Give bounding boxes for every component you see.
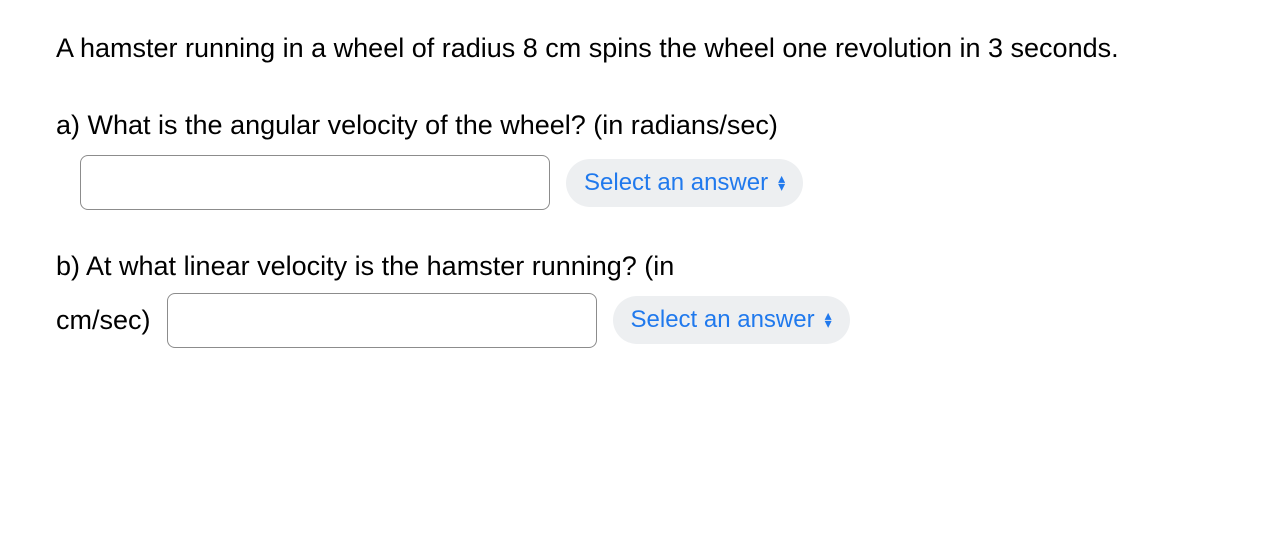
- problem-intro: A hamster running in a wheel of radius 8…: [56, 28, 1218, 69]
- question-b: b) At what linear velocity is the hamste…: [56, 246, 1218, 348]
- answer-input-b[interactable]: [167, 293, 597, 348]
- chevron-updown-icon: ▴ ▾: [778, 175, 785, 190]
- question-b-label: b) At what linear velocity is the hamste…: [56, 246, 1218, 287]
- answer-input-a[interactable]: [80, 155, 550, 210]
- question-b-unit-suffix: cm/sec): [56, 300, 151, 341]
- question-a-label: a) What is the angular velocity of the w…: [56, 105, 1218, 146]
- question-a-input-row: Select an answer ▴ ▾: [56, 155, 1218, 210]
- unit-select-a[interactable]: Select an answer ▴ ▾: [566, 159, 803, 207]
- unit-select-a-label: Select an answer: [584, 165, 768, 201]
- unit-select-b[interactable]: Select an answer ▴ ▾: [613, 296, 850, 344]
- unit-select-b-label: Select an answer: [631, 302, 815, 338]
- question-a: a) What is the angular velocity of the w…: [56, 105, 1218, 211]
- chevron-updown-icon: ▴ ▾: [825, 312, 832, 327]
- question-b-input-row: cm/sec) Select an answer ▴ ▾: [56, 293, 1218, 348]
